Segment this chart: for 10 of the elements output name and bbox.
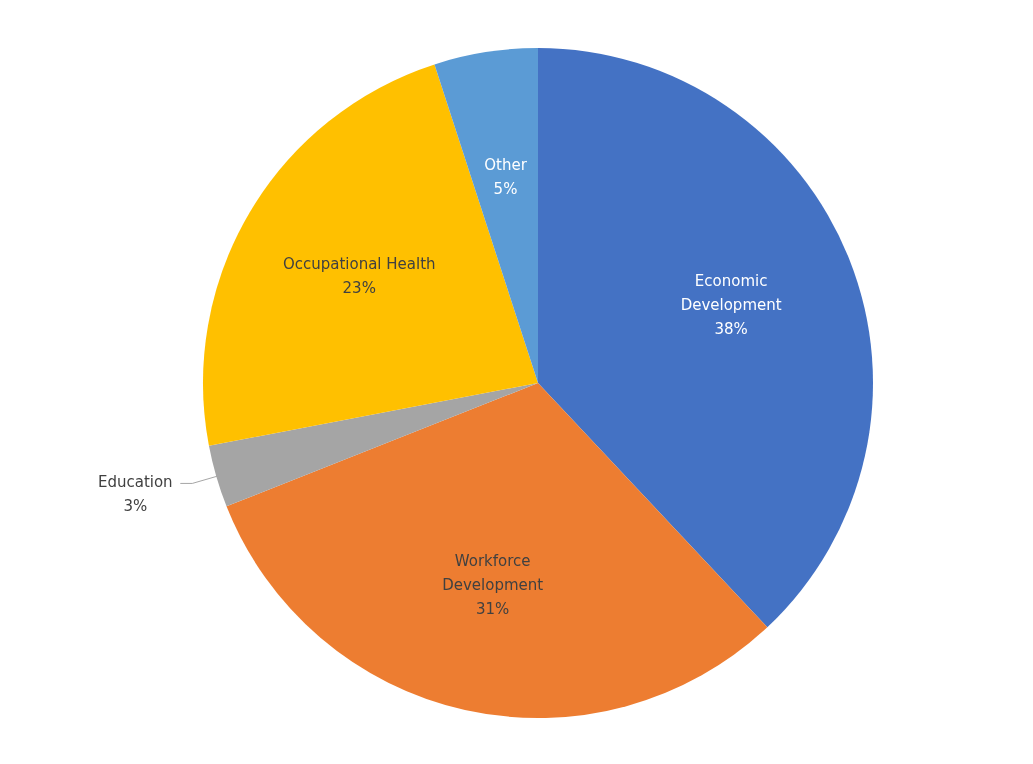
slice-label: Workforce Development	[442, 551, 544, 594]
slice-label: Occupational Health	[282, 255, 436, 274]
data-label: 31%	[476, 599, 510, 618]
slice-label: Other	[484, 155, 528, 174]
data-label: 3%	[123, 497, 148, 516]
slice-label: Economic Development	[680, 272, 782, 315]
data-label: 23%	[342, 279, 376, 298]
data-label: 38%	[714, 320, 748, 339]
data-label: 5%	[493, 179, 518, 198]
slice-label: Education	[97, 473, 173, 492]
